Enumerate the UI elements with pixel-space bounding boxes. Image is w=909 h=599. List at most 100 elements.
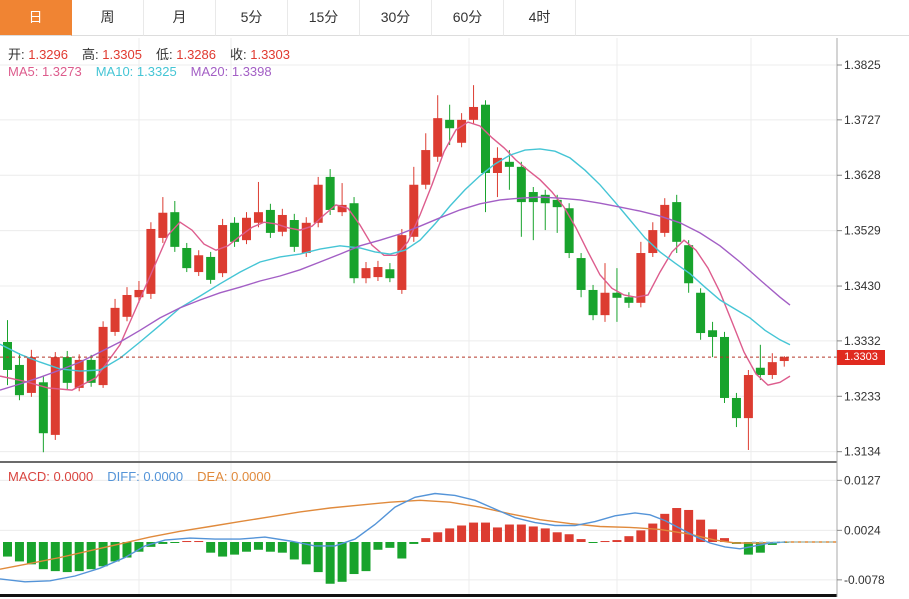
legend-ohlc-close: 收: 1.3303 (230, 47, 290, 62)
diff-line (0, 492, 786, 583)
candle (134, 289, 144, 298)
price-tick-label: 1.3825 (844, 58, 881, 72)
macd-bar (636, 530, 646, 542)
macd-legend: MACD: 0.0000 DIFF: 0.0000 DEA: 0.0000 (8, 469, 285, 484)
candle (170, 212, 180, 247)
candle (385, 269, 395, 279)
bottom-border (0, 594, 837, 597)
candle (421, 150, 431, 185)
ma20-line (0, 196, 791, 391)
macd-bar (38, 542, 48, 570)
tab-5min[interactable]: 5分 (216, 0, 288, 36)
macd-bar (672, 508, 682, 542)
macd-tick-label: -0.0078 (844, 573, 885, 587)
macd-bar (349, 542, 359, 575)
candle (755, 367, 765, 376)
ma-legend: MA5: 1.3273 MA10: 1.3325 MA20: 1.3398 (8, 64, 286, 79)
tab-15min[interactable]: 15分 (288, 0, 360, 36)
candle (648, 230, 658, 254)
legend-ohlc-low: 低: 1.3286 (156, 47, 216, 62)
macd-bar (576, 539, 586, 542)
candle (218, 225, 228, 274)
macd-bar (433, 532, 443, 542)
macd-bar (14, 542, 24, 562)
legend-label: 低: (156, 47, 173, 62)
candle (552, 199, 562, 208)
candle (433, 118, 443, 157)
candle (720, 336, 729, 398)
legend-value: 1.3296 (24, 47, 68, 62)
macd-bar (552, 532, 562, 542)
legend-label: DIFF: (107, 469, 140, 484)
tab-4hour[interactable]: 4时 (504, 0, 576, 36)
candle (397, 235, 407, 290)
macd-bar (361, 542, 371, 572)
legend-value: 1.3398 (228, 64, 272, 79)
candle (110, 307, 120, 332)
candle (624, 297, 634, 303)
macd-bar (170, 542, 180, 543)
candle (122, 294, 132, 317)
legend-value: 0.0000 (139, 469, 184, 484)
candle (50, 357, 60, 435)
candle (612, 292, 622, 298)
macd-bar (540, 528, 550, 542)
candle (277, 214, 287, 232)
candle (636, 253, 646, 303)
candle (481, 104, 490, 174)
candle (194, 255, 204, 273)
candle (504, 161, 514, 167)
candle (731, 397, 741, 419)
candle (576, 258, 586, 290)
price-tick-label: 1.3233 (844, 389, 881, 403)
macd-bar (720, 538, 729, 542)
candle (708, 330, 718, 337)
macd-bar (684, 509, 694, 542)
candle (445, 119, 455, 129)
macd-bar (289, 542, 299, 560)
candle (492, 157, 502, 174)
legend-ohlc-high: 高: 1.3305 (82, 47, 142, 62)
tab-month[interactable]: 月 (144, 0, 216, 36)
legend-macd-diff: DIFF: 0.0000 (107, 469, 183, 484)
macd-bar (158, 542, 168, 544)
candle (74, 359, 84, 388)
candle (660, 204, 670, 233)
legend-macd-macd: MACD: 0.0000 (8, 469, 93, 484)
macd-bar (182, 541, 192, 543)
macd-bar (74, 542, 84, 572)
macd-bar (373, 542, 383, 550)
tab-bar-filler (576, 0, 909, 36)
candle (325, 176, 335, 210)
macd-bar (516, 524, 526, 542)
legend-value: 1.3286 (172, 47, 216, 62)
macd-bar (218, 542, 228, 557)
candle (779, 357, 789, 362)
legend-ohlc-open: 开: 1.3296 (8, 47, 68, 62)
macd-bar (588, 542, 598, 543)
ma10-line (0, 148, 791, 372)
candle (86, 359, 96, 383)
tab-week[interactable]: 周 (72, 0, 144, 36)
candle (696, 292, 706, 334)
candle (206, 256, 216, 280)
tab-30min[interactable]: 30分 (360, 0, 432, 36)
tab-day[interactable]: 日 (0, 0, 72, 36)
price-tick-label: 1.3430 (844, 279, 881, 293)
tab-60min[interactable]: 60分 (432, 0, 504, 36)
candle (337, 204, 347, 213)
macd-bar (230, 542, 240, 555)
ma5-line (0, 121, 791, 391)
macd-bar (325, 542, 335, 584)
macd-bar (50, 542, 60, 572)
legend-label: 高: (82, 47, 99, 62)
macd-bar (612, 540, 622, 542)
macd-bar (337, 542, 347, 582)
candle (230, 222, 240, 242)
candle (588, 289, 598, 316)
macd-bar (445, 528, 455, 542)
candle (313, 184, 323, 223)
macd-bar (648, 523, 658, 542)
